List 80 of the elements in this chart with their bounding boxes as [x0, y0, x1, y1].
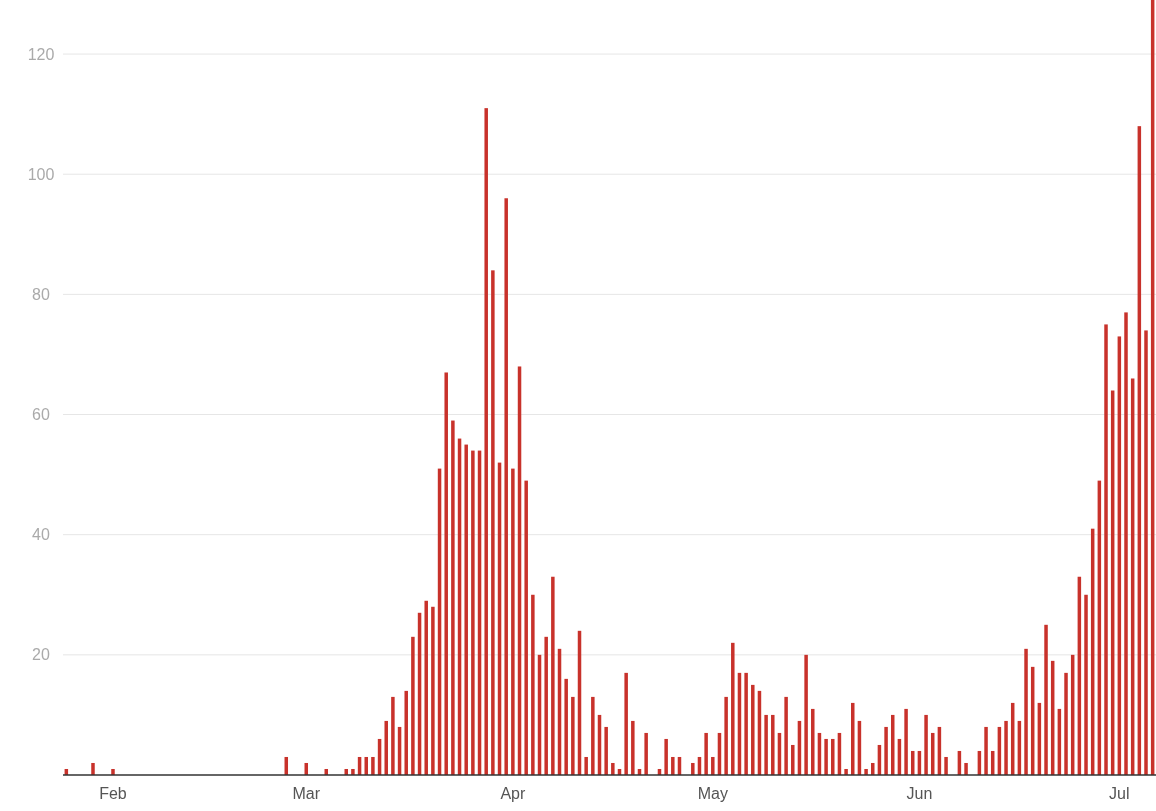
bar	[724, 696, 728, 775]
bar	[571, 696, 575, 775]
bar	[711, 756, 715, 775]
bar	[671, 756, 675, 775]
bar	[731, 642, 735, 775]
bar	[584, 756, 588, 775]
bar	[604, 726, 608, 775]
bar	[764, 714, 768, 775]
bar	[504, 198, 508, 775]
bar	[371, 756, 375, 775]
bar	[444, 372, 448, 775]
bar	[691, 762, 695, 775]
bar	[544, 636, 548, 775]
bar	[1064, 672, 1068, 775]
y-tick-label: 60	[32, 406, 50, 424]
bar	[804, 654, 808, 775]
x-tick-label: Feb	[99, 785, 127, 802]
bar	[1104, 324, 1108, 775]
bar	[964, 762, 968, 775]
bar	[751, 684, 755, 775]
y-tick-label: 40	[32, 526, 50, 544]
x-tick-label: May	[697, 785, 728, 802]
x-tick-label: Mar	[292, 785, 321, 802]
bar	[1124, 312, 1128, 775]
bar	[864, 768, 868, 775]
bar	[944, 756, 948, 775]
bar	[564, 678, 568, 775]
bar	[411, 636, 415, 775]
bar	[1044, 624, 1048, 775]
x-tick-label: Jun	[906, 785, 933, 802]
bar	[424, 600, 428, 775]
bar	[1004, 720, 1008, 775]
bar	[884, 726, 888, 775]
bar	[531, 594, 535, 775]
y-tick-label: 120	[27, 45, 55, 63]
bar	[384, 720, 388, 775]
bar	[404, 690, 408, 775]
bar	[364, 756, 368, 775]
bar	[471, 450, 475, 775]
y-tick-label: 80	[32, 285, 50, 303]
bar	[824, 738, 828, 775]
bar	[511, 468, 515, 775]
bar	[851, 702, 855, 775]
bar	[1024, 648, 1028, 775]
bar	[484, 108, 488, 775]
bar	[464, 444, 468, 775]
x-tick-label: Apr	[500, 785, 526, 802]
bar	[984, 726, 988, 775]
bar	[491, 270, 495, 775]
bar	[624, 672, 628, 775]
bar	[664, 738, 668, 775]
bar	[784, 696, 788, 775]
bar	[1084, 594, 1088, 775]
bar	[524, 480, 528, 775]
bar	[631, 720, 635, 775]
y-tick-label: 100	[27, 165, 55, 183]
bar	[451, 420, 455, 775]
x-tick-label: Jul	[1109, 785, 1130, 802]
bar	[611, 762, 615, 775]
y-tick-label: 20	[32, 646, 50, 664]
bar	[111, 768, 115, 775]
bar	[771, 714, 775, 775]
bar	[791, 744, 795, 775]
bar	[591, 696, 595, 775]
bar	[91, 762, 95, 775]
bar	[744, 672, 748, 775]
bar	[844, 768, 848, 775]
bar	[344, 768, 348, 775]
bar	[551, 576, 555, 775]
bar	[644, 732, 648, 775]
bar	[904, 708, 908, 775]
bar	[351, 768, 355, 775]
bar	[1144, 330, 1148, 775]
bar	[431, 606, 435, 775]
bar	[704, 732, 708, 775]
bar	[871, 762, 875, 775]
bar	[924, 714, 928, 775]
bar	[391, 696, 395, 775]
bar	[831, 738, 835, 775]
bar	[811, 708, 815, 775]
